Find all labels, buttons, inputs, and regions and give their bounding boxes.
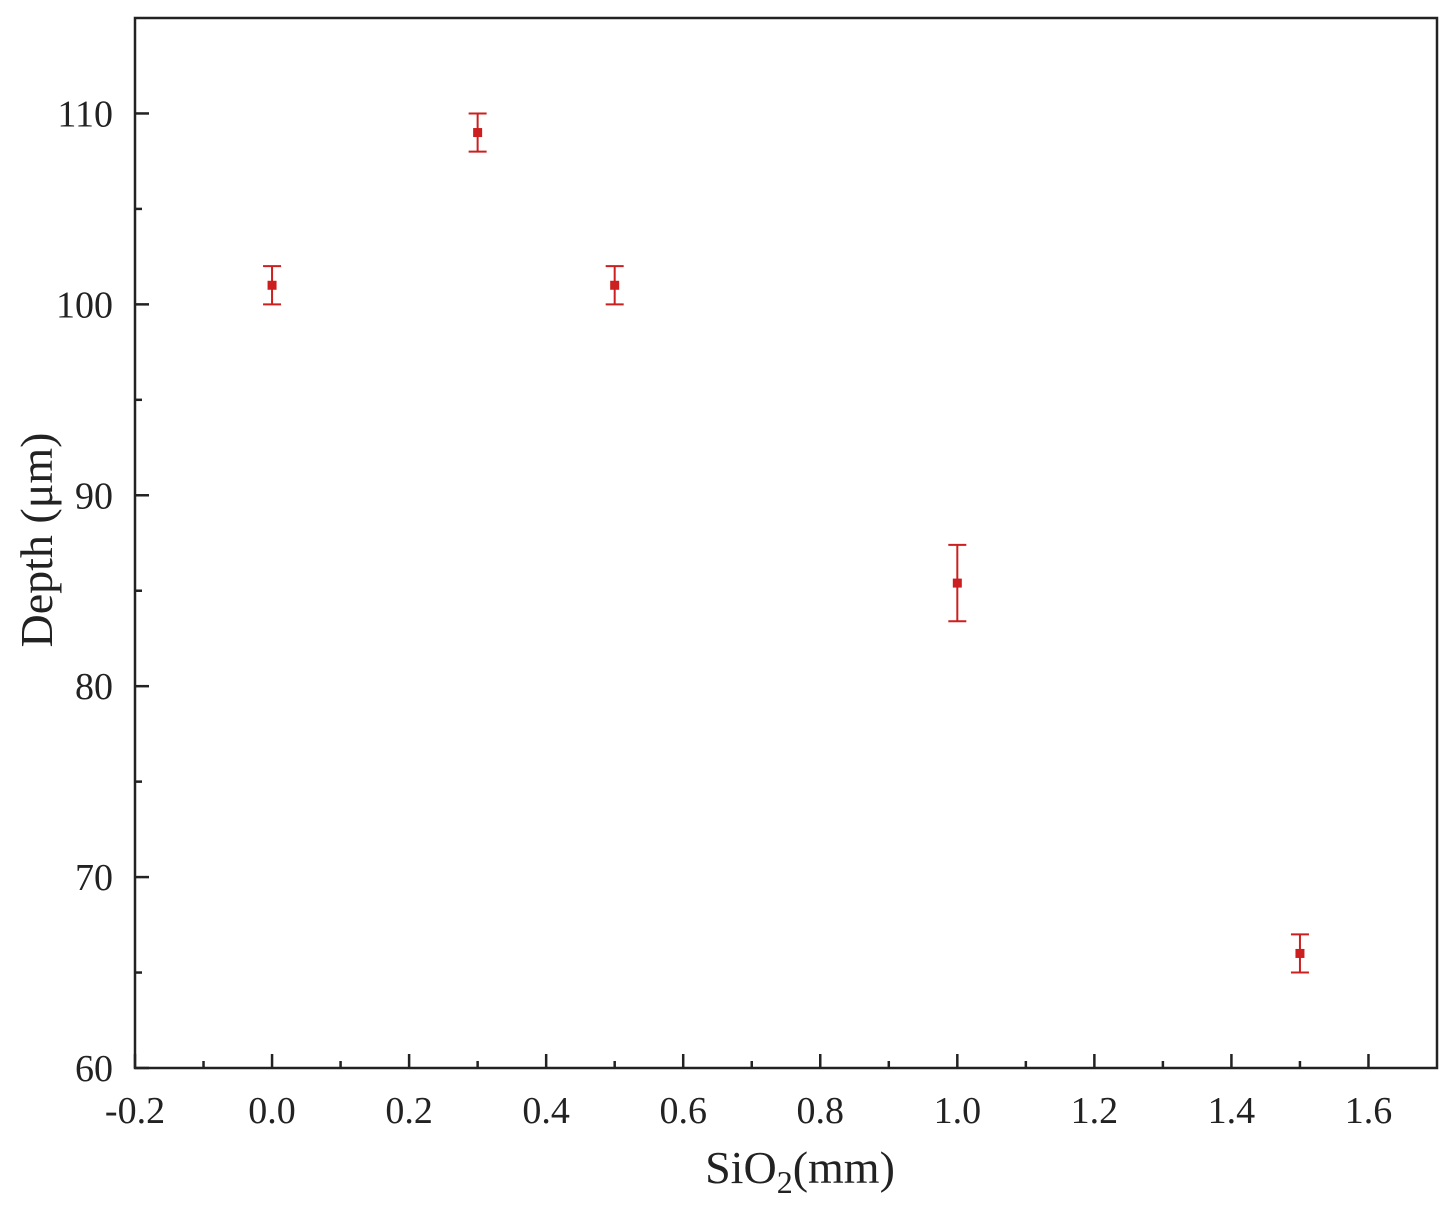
x-axis-title-base: SiO [705,1142,777,1193]
x-axis-title-subscript: 2 [777,1164,793,1200]
data-point-group [468,112,487,153]
x-tick-label: 1.0 [934,1090,982,1132]
data-point [267,280,277,290]
x-axis-title: SiO2(mm) [705,1142,895,1200]
y-tick-label: 90 [75,475,113,517]
data-point [473,128,483,138]
y-axis-title: Depth (μm) [11,433,62,648]
y-tick-label: 60 [75,1048,113,1090]
y-tick-label: 110 [57,93,113,135]
data-point-group [948,543,967,623]
y-tick-label: 100 [56,284,113,326]
x-tick-label: 1.6 [1345,1090,1393,1132]
data-point-group [605,265,624,306]
x-tick-label: 1.4 [1208,1090,1256,1132]
x-tick-label: 0.8 [797,1090,845,1132]
x-tick-label: 0.4 [522,1090,570,1132]
y-tick-label: 70 [75,857,113,899]
plot-frame [133,16,1439,1070]
x-axis-title-suffix: (mm) [793,1142,895,1193]
data-point [610,280,620,290]
data-point-group [263,265,282,306]
x-tick-label: -0.2 [105,1090,165,1132]
data-point-group [1290,933,1309,974]
x-tick-label: 1.2 [1071,1090,1119,1132]
x-tick-label: 0.6 [659,1090,707,1132]
data-point [952,578,962,588]
x-tick-label: 0.0 [248,1090,296,1132]
data-point [1295,948,1305,958]
x-tick-label: 0.2 [385,1090,433,1132]
y-tick-label: 80 [75,666,113,708]
